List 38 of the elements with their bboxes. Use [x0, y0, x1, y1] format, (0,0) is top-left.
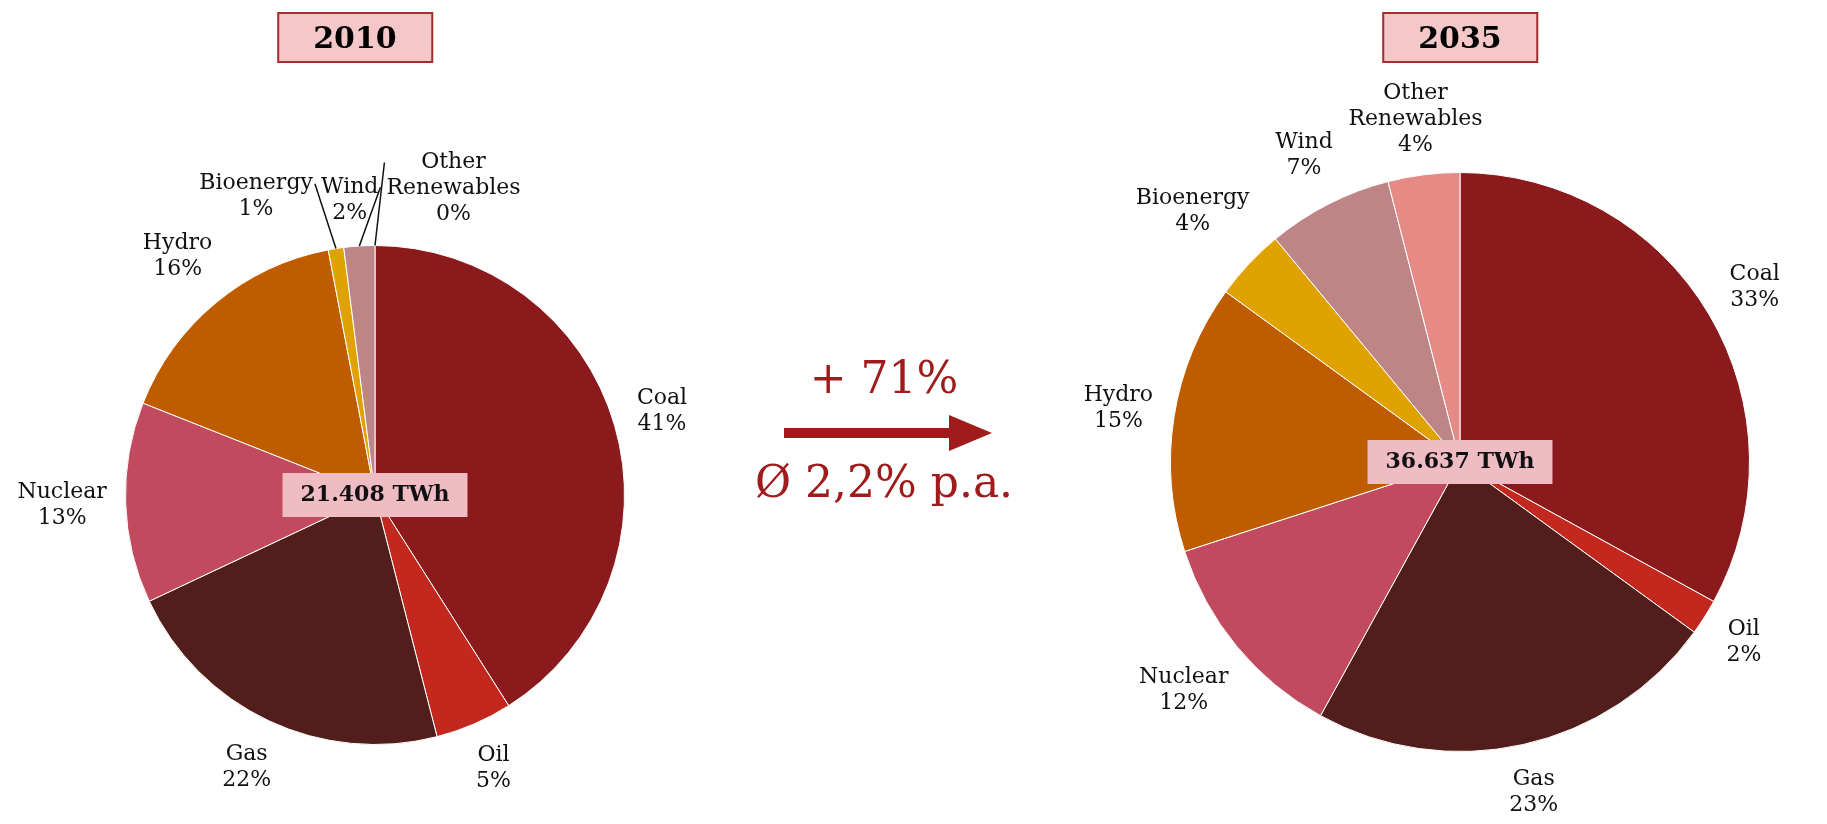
slice-label: Bioenergy: [1135, 183, 1251, 209]
text: 21.408 TWh: [300, 479, 450, 506]
slice-label: Gas: [225, 740, 268, 766]
text: 36.637 TWh: [1385, 446, 1535, 473]
slice-label: Nuclear: [17, 477, 108, 503]
text: 0%: [436, 200, 471, 226]
data-label: 15%: [1093, 406, 1143, 432]
slice-label: Bioenergy: [199, 169, 314, 195]
data-label: 1%: [238, 195, 274, 221]
slice-label: Coal: [1729, 260, 1780, 286]
category-label: Other Renewables: [386, 148, 521, 200]
data-label: 5%: [476, 767, 511, 793]
slice-label: Hydro: [1083, 380, 1154, 406]
slice-label: Wind: [1275, 128, 1333, 154]
slice-label: Other Renewables: [1348, 78, 1483, 130]
data-label: 13%: [37, 503, 87, 529]
data-label: 22%: [222, 766, 272, 792]
text: Ø 2,2% p.a.: [754, 456, 1014, 507]
data-label: 2%: [1726, 640, 1762, 666]
data-label: 16%: [153, 255, 203, 281]
slice-label: Nuclear: [1139, 663, 1229, 689]
data-label: 33%: [1730, 286, 1780, 312]
slice-label: Oil: [1727, 614, 1760, 640]
data-label: 2%: [332, 199, 368, 225]
text: + 71%: [809, 352, 959, 403]
data-label: 12%: [1159, 689, 1209, 715]
slice-label: Hydro: [142, 229, 213, 255]
chart-title: 2010: [277, 12, 433, 63]
data-label: 4%: [1175, 209, 1211, 235]
slice-label: Wind: [320, 173, 379, 199]
data-label: 4%: [1398, 130, 1434, 156]
data-label: 7%: [1286, 154, 1322, 180]
slice-label: Gas: [1512, 764, 1555, 790]
slice-label: Coal: [636, 384, 688, 410]
data-label: 23%: [1509, 790, 1559, 816]
chart-title: 2035: [1382, 12, 1538, 63]
data-label: 41%: [637, 410, 687, 436]
slice-label: Oil: [477, 741, 510, 767]
